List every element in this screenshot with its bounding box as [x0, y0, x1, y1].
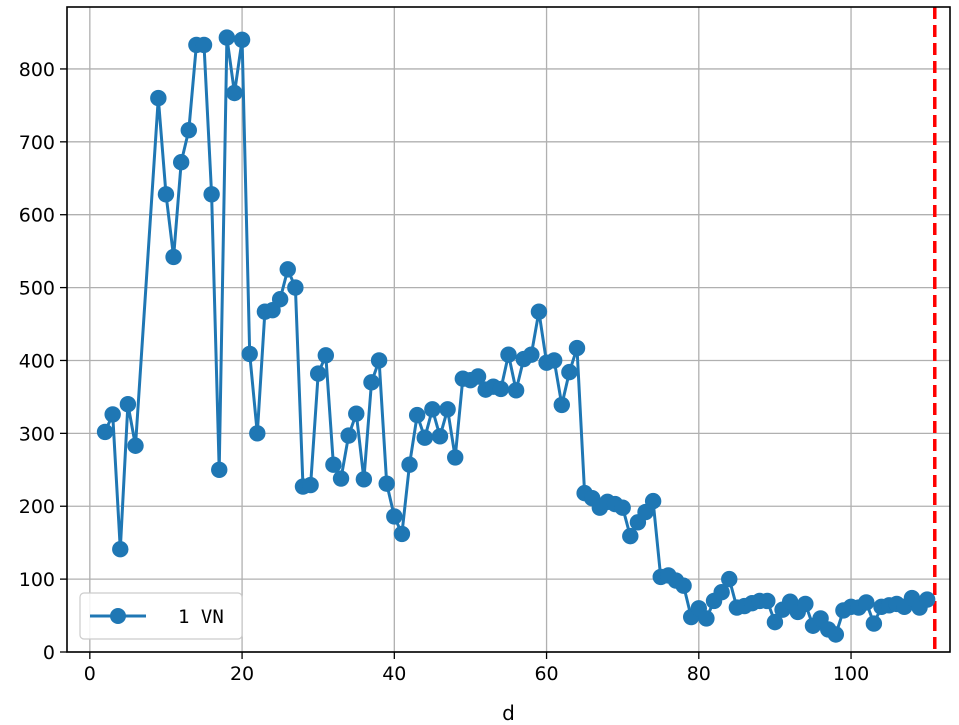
x-tick-label: 20: [230, 663, 254, 685]
data-point: [675, 577, 692, 594]
y-tick-label: 0: [43, 642, 55, 664]
y-tick-label: 500: [19, 278, 55, 300]
data-point: [568, 339, 586, 357]
data-point: [119, 396, 137, 413]
data-point: [348, 405, 365, 422]
x-axis-label: d: [502, 701, 515, 725]
data-point: [287, 279, 304, 296]
data-point: [553, 396, 570, 414]
data-point: [766, 613, 784, 631]
y-tick-label: 300: [19, 423, 55, 445]
legend-entry-label: 1 VN: [178, 606, 224, 628]
data-point: [104, 406, 121, 423]
data-point: [797, 595, 814, 613]
plot-frame: [66, 6, 951, 653]
series-layer: [96, 29, 936, 643]
series-line: [103, 36, 929, 636]
data-point: [96, 423, 114, 441]
data-point: [241, 345, 258, 363]
data-point: [545, 352, 563, 369]
legend: 1 VN: [79, 592, 243, 640]
x-tick-label: 100: [833, 663, 869, 685]
data-point: [279, 261, 296, 278]
data-point: [439, 401, 456, 418]
data-point: [698, 610, 715, 627]
data-point: [203, 186, 220, 203]
data-point: [523, 346, 540, 363]
x-axis-ticks: 0 20 40 60 80 100: [84, 652, 869, 685]
data-point: [226, 84, 243, 102]
x-tick-label: 60: [534, 663, 558, 685]
data-point: [325, 456, 342, 473]
data-point: [317, 347, 335, 364]
data-point: [249, 425, 266, 442]
data-point: [363, 374, 380, 391]
data-point: [644, 492, 662, 510]
data-point: [172, 154, 190, 171]
data-point: [469, 368, 487, 385]
data-point: [530, 303, 548, 320]
data-point: [827, 626, 845, 643]
y-tick-label: 800: [19, 59, 55, 81]
data-point: [858, 594, 875, 611]
y-tick-label: 700: [19, 132, 55, 154]
data-point: [340, 427, 357, 444]
data-point: [233, 31, 251, 48]
data-point: [500, 346, 517, 363]
data-point: [424, 401, 441, 418]
data-point: [622, 527, 639, 545]
y-tick-label: 600: [19, 205, 55, 227]
data-point: [180, 121, 197, 139]
data-point: [713, 584, 730, 601]
data-point: [507, 382, 525, 399]
data-point: [447, 449, 464, 466]
data-point: [378, 475, 395, 492]
data-point: [309, 365, 327, 382]
y-tick-label: 200: [19, 496, 55, 518]
x-tick-label: 40: [382, 663, 406, 685]
x-tick-label: 80: [687, 663, 711, 685]
data-point: [492, 380, 510, 398]
legend-box: [79, 592, 243, 640]
y-tick-label: 100: [19, 569, 55, 591]
data-point: [218, 29, 236, 46]
data-point: [408, 406, 426, 424]
data-point: [865, 615, 883, 632]
data-point: [614, 499, 631, 516]
data-point: [211, 461, 228, 478]
data-point: [302, 476, 319, 494]
data-point: [157, 186, 175, 203]
data-point: [721, 570, 738, 588]
x-tick-label: 0: [84, 663, 96, 685]
data-point: [370, 352, 388, 369]
data-point: [355, 471, 373, 488]
data-point: [401, 456, 418, 473]
y-axis-ticks: 0 100 200 300 400 500 600 700 800: [19, 59, 67, 664]
data-point: [127, 437, 144, 454]
data-point: [150, 89, 167, 107]
data-point: [393, 525, 411, 543]
data-point: [431, 428, 449, 445]
data-point: [561, 363, 578, 381]
grid: [67, 7, 950, 653]
data-point: [416, 429, 433, 446]
data-point: [112, 541, 129, 558]
data-point: [918, 591, 936, 608]
y-tick-label: 400: [19, 350, 55, 372]
data-point: [165, 248, 182, 266]
data-point: [386, 508, 403, 525]
data-point: [759, 592, 776, 610]
data-point: [195, 36, 213, 54]
data-point: [271, 291, 289, 308]
data-point: [332, 470, 350, 487]
legend-marker-swatch: [110, 608, 126, 624]
